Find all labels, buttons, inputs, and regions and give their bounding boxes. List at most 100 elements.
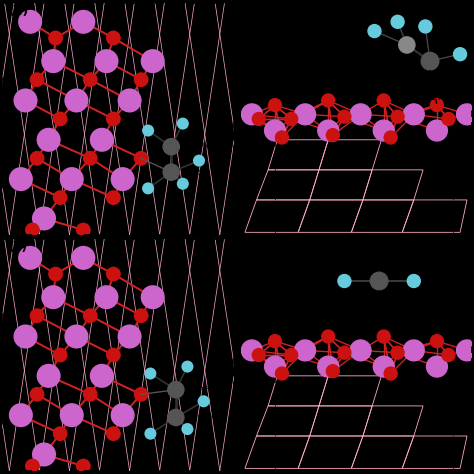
Circle shape bbox=[182, 423, 193, 435]
Circle shape bbox=[30, 387, 45, 402]
Circle shape bbox=[456, 104, 474, 125]
Circle shape bbox=[64, 325, 89, 348]
Circle shape bbox=[30, 308, 45, 323]
Circle shape bbox=[106, 111, 121, 127]
Circle shape bbox=[30, 151, 45, 166]
Circle shape bbox=[407, 274, 420, 288]
Circle shape bbox=[76, 459, 91, 474]
Circle shape bbox=[163, 138, 180, 155]
Circle shape bbox=[377, 330, 390, 343]
Circle shape bbox=[252, 112, 265, 126]
Circle shape bbox=[384, 131, 397, 144]
Circle shape bbox=[295, 340, 316, 361]
Text: (b): (b) bbox=[247, 5, 268, 18]
Circle shape bbox=[48, 267, 63, 282]
Circle shape bbox=[177, 178, 189, 190]
Circle shape bbox=[53, 190, 68, 205]
Circle shape bbox=[163, 164, 180, 181]
Circle shape bbox=[264, 356, 285, 377]
Circle shape bbox=[391, 346, 404, 359]
Circle shape bbox=[36, 128, 61, 152]
Circle shape bbox=[18, 10, 42, 34]
Circle shape bbox=[41, 49, 65, 73]
Circle shape bbox=[264, 120, 285, 141]
Circle shape bbox=[285, 348, 298, 362]
Circle shape bbox=[327, 128, 339, 142]
Circle shape bbox=[193, 155, 205, 167]
Circle shape bbox=[427, 120, 447, 141]
Circle shape bbox=[318, 120, 338, 141]
Circle shape bbox=[241, 104, 262, 125]
Circle shape bbox=[377, 94, 390, 107]
Circle shape bbox=[118, 89, 142, 112]
Circle shape bbox=[182, 361, 193, 373]
Circle shape bbox=[94, 49, 118, 73]
Text: (d): (d) bbox=[247, 241, 268, 254]
Circle shape bbox=[252, 348, 265, 362]
Circle shape bbox=[442, 348, 455, 362]
Circle shape bbox=[427, 356, 447, 377]
Circle shape bbox=[48, 31, 63, 46]
Circle shape bbox=[454, 48, 466, 61]
Circle shape bbox=[374, 356, 394, 377]
Circle shape bbox=[18, 246, 42, 270]
Circle shape bbox=[419, 20, 432, 33]
Circle shape bbox=[25, 459, 40, 474]
Circle shape bbox=[106, 190, 121, 205]
Circle shape bbox=[32, 206, 56, 230]
Circle shape bbox=[285, 112, 298, 126]
Circle shape bbox=[9, 403, 33, 427]
Circle shape bbox=[338, 346, 351, 359]
Circle shape bbox=[368, 25, 381, 37]
Circle shape bbox=[456, 340, 474, 361]
Text: C₁(sp²): C₁(sp²) bbox=[182, 168, 208, 177]
Text: (c): (c) bbox=[9, 241, 28, 254]
Circle shape bbox=[71, 10, 95, 34]
Circle shape bbox=[71, 246, 95, 270]
Circle shape bbox=[421, 52, 439, 70]
Circle shape bbox=[9, 167, 33, 191]
Circle shape bbox=[430, 99, 443, 111]
Circle shape bbox=[134, 387, 148, 402]
Circle shape bbox=[83, 151, 98, 166]
Circle shape bbox=[83, 72, 98, 87]
Circle shape bbox=[32, 442, 56, 466]
Circle shape bbox=[167, 381, 185, 399]
Circle shape bbox=[391, 15, 404, 28]
Circle shape bbox=[322, 330, 335, 343]
Circle shape bbox=[134, 72, 148, 87]
Text: C₂(sp²): C₂(sp²) bbox=[186, 385, 213, 394]
Circle shape bbox=[374, 120, 394, 141]
Circle shape bbox=[399, 37, 415, 53]
Circle shape bbox=[25, 223, 40, 237]
Text: 2.86 Å: 2.86 Å bbox=[400, 310, 431, 321]
Circle shape bbox=[391, 110, 404, 123]
Circle shape bbox=[430, 335, 443, 347]
Circle shape bbox=[198, 395, 210, 407]
Circle shape bbox=[275, 131, 289, 144]
Circle shape bbox=[142, 125, 154, 137]
Circle shape bbox=[327, 365, 339, 378]
Circle shape bbox=[64, 89, 89, 112]
Circle shape bbox=[350, 340, 371, 361]
Circle shape bbox=[350, 104, 371, 125]
Text: C₂(sp²): C₂(sp²) bbox=[182, 142, 208, 151]
Circle shape bbox=[13, 89, 37, 112]
Circle shape bbox=[76, 223, 91, 237]
Circle shape bbox=[318, 356, 338, 377]
Circle shape bbox=[83, 387, 98, 402]
Text: (a): (a) bbox=[9, 5, 29, 18]
Circle shape bbox=[269, 335, 282, 347]
Circle shape bbox=[83, 308, 98, 323]
Circle shape bbox=[90, 364, 114, 388]
Circle shape bbox=[134, 151, 148, 166]
Circle shape bbox=[241, 340, 262, 361]
Circle shape bbox=[53, 426, 68, 441]
Circle shape bbox=[295, 104, 316, 125]
Circle shape bbox=[442, 112, 455, 126]
Circle shape bbox=[106, 267, 121, 282]
Circle shape bbox=[60, 167, 84, 191]
Circle shape bbox=[53, 347, 68, 363]
Circle shape bbox=[141, 49, 165, 73]
Circle shape bbox=[338, 110, 351, 123]
